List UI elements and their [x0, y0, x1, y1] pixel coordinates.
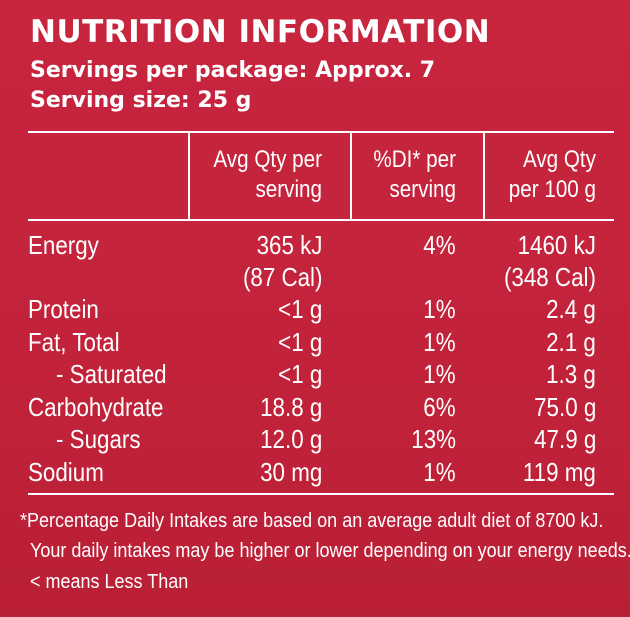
table-row: - Saturated <1 g 1% 1.3 g: [28, 358, 614, 391]
qty-per-100g: 2.4 g: [546, 294, 596, 324]
header-avg-qty-per-100g: Avg Qty per 100 g: [450, 145, 596, 205]
qty-per-100g: 1.3 g: [546, 359, 596, 389]
header-text: Avg Qty per: [213, 146, 322, 173]
qty-per-100g: 1460 kJ (348 Cal): [504, 229, 596, 293]
nutrition-table: Avg Qty per serving %DI* per serving Avg…: [28, 131, 614, 495]
qty-per-100g: 119 mg: [523, 456, 596, 487]
qty-per-100g: 75.0 g: [533, 391, 596, 422]
di-per-serving: 1%: [423, 294, 456, 324]
qty-per-serving: <1 g: [277, 326, 322, 357]
nutrient-name: Protein: [28, 294, 99, 324]
value-line: (348 Cal): [504, 262, 596, 292]
panel-title: NUTRITION INFORMATION: [30, 14, 491, 50]
di-per-serving: 13%: [411, 424, 456, 454]
table-row: Carbohydrate 18.8 g 6% 75.0 g: [28, 391, 614, 424]
header-text: serving: [389, 176, 456, 203]
nutrient-name: Sodium: [28, 456, 104, 487]
qty-per-serving: 18.8 g: [259, 391, 322, 422]
di-per-serving: 4%: [423, 230, 456, 260]
column-divider: [350, 133, 352, 219]
header-text: serving: [255, 176, 322, 203]
qty-per-serving: <1 g: [277, 359, 322, 389]
nutrient-name: - Sugars: [56, 424, 141, 454]
di-per-serving: 1%: [423, 359, 456, 389]
column-divider: [483, 133, 485, 219]
footnote-less-than: < means Less Than: [30, 571, 189, 593]
value-line: 365 kJ: [256, 230, 322, 260]
value-line: (87 Cal): [242, 262, 322, 292]
header-divider: [28, 219, 614, 221]
value-line: 1460 kJ: [517, 230, 596, 260]
header-di-per-serving: %DI* per serving: [310, 145, 456, 205]
column-divider: [188, 133, 190, 219]
header-text: per 100 g: [508, 176, 596, 203]
table-row: - Sugars 12.0 g 13% 47.9 g: [28, 423, 614, 456]
table-row: Protein <1 g 1% 2.4 g: [28, 293, 614, 326]
nutrient-name: - Saturated: [56, 359, 167, 389]
servings-per-package: Servings per package: Approx. 7: [30, 58, 436, 83]
table-row: Sodium 30 mg 1% 119 mg: [28, 456, 614, 489]
di-per-serving: 1%: [423, 456, 456, 487]
di-per-serving: 1%: [423, 326, 456, 357]
serving-size: Serving size: 25 g: [30, 88, 252, 113]
di-per-serving: 6%: [423, 391, 456, 422]
nutrient-name: Carbohydrate: [28, 391, 164, 422]
nutrient-name: Energy: [28, 230, 99, 260]
header-text: %DI* per: [373, 146, 456, 173]
header-text: Avg Qty: [522, 146, 596, 173]
footnote-di: *Percentage Daily Intakes are based on a…: [20, 510, 604, 532]
qty-per-100g: 47.9 g: [533, 424, 596, 454]
header-avg-qty-per-serving: Avg Qty per serving: [176, 145, 322, 205]
qty-per-serving: <1 g: [277, 294, 322, 324]
footnote-intakes: Your daily intakes may be higher or lowe…: [30, 540, 630, 562]
table-row: Fat, Total <1 g 1% 2.1 g: [28, 326, 614, 359]
qty-per-serving: 365 kJ (87 Cal): [242, 229, 322, 293]
qty-per-serving: 30 mg: [259, 456, 322, 487]
table-row: Energy 365 kJ (87 Cal) 4% 1460 kJ (348 C…: [28, 229, 614, 293]
qty-per-serving: 12.0 g: [259, 424, 322, 454]
qty-per-100g: 2.1 g: [546, 326, 596, 357]
nutrient-name: Fat, Total: [28, 326, 120, 357]
table-body: Energy 365 kJ (87 Cal) 4% 1460 kJ (348 C…: [28, 229, 614, 488]
